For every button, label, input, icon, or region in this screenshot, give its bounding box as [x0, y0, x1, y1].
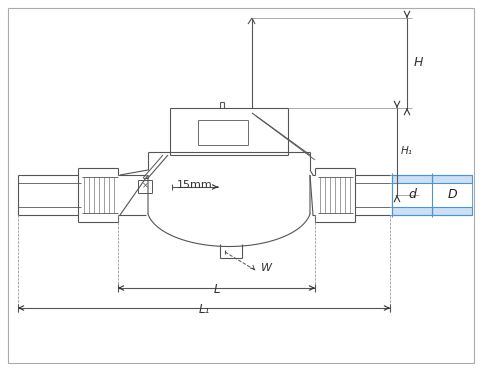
Bar	[392, 183, 472, 207]
Text: L₁: L₁	[199, 303, 210, 316]
Text: ×: ×	[142, 181, 148, 190]
Text: 15mm: 15mm	[177, 180, 213, 190]
Bar	[432, 175, 472, 215]
Text: L: L	[213, 283, 220, 296]
Text: W: W	[261, 263, 272, 273]
Text: H: H	[414, 56, 423, 69]
Bar	[392, 175, 432, 215]
Text: H₁: H₁	[401, 147, 413, 157]
Text: d: d	[408, 188, 416, 201]
Text: D: D	[447, 188, 457, 201]
